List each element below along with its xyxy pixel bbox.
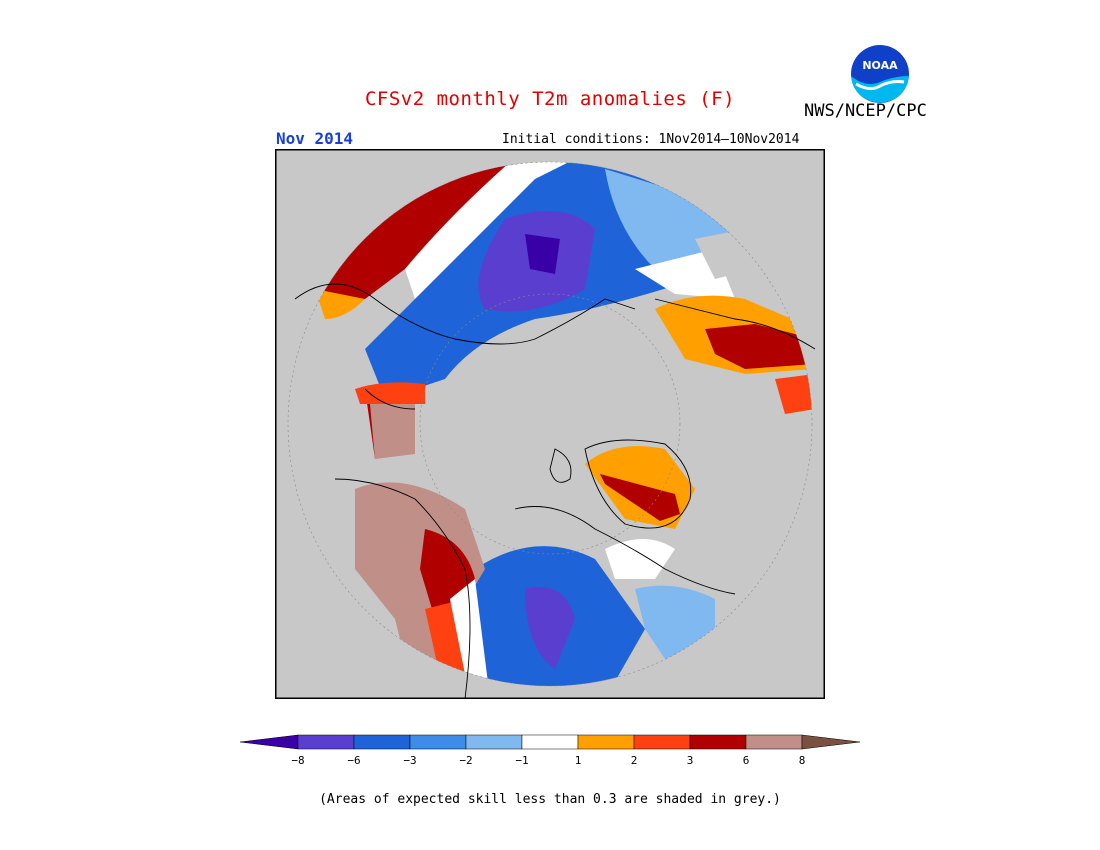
latitude-circle [287, 161, 813, 687]
legend-swatch-m6_m3 [353, 734, 411, 750]
skill-footnote: (Areas of expected skill less than 0.3 a… [319, 792, 781, 807]
legend-swatch-m3_m2 [409, 734, 467, 750]
initial-conditions: Initial conditions: 1Nov2014–10Nov2014 [502, 132, 800, 147]
anomaly-fields [315, 162, 812, 686]
coastlines [294, 283, 816, 700]
legend-swatch-m2_m1 [465, 734, 523, 750]
legend-swatch-c3_6 [689, 734, 747, 750]
legend-tick-label: −3 [403, 754, 417, 767]
legend-swatch-m1_1 [521, 734, 579, 750]
forecast-month: Nov 2014 [276, 129, 354, 148]
legend-tick-labels: −8 −6 −3 −2 −1 1 2 3 6 8 [230, 750, 870, 770]
logo-text: NOAA [862, 59, 898, 72]
legend-tick-label: 6 [742, 754, 750, 767]
legend-tick-label: −2 [459, 754, 473, 767]
legend-tick-label: −8 [291, 754, 305, 767]
color-legend [230, 728, 870, 773]
legend-tick-label: −6 [347, 754, 361, 767]
legend-swatch-m8_m6 [297, 734, 355, 750]
legend-tick-label: 3 [686, 754, 694, 767]
latitude-circle [419, 293, 681, 555]
legend-swatch-below-min [239, 734, 299, 750]
legend-tick-label: 8 [798, 754, 806, 767]
polar-map [274, 148, 826, 700]
legend-swatch-c2_3 [633, 734, 691, 750]
map-title: CFSv2 monthly T2m anomalies (F) [364, 88, 736, 110]
agency-label: NWS/NCEP/CPC [804, 101, 927, 121]
legend-tick-label: 2 [630, 754, 638, 767]
legend-tick-label: 1 [574, 754, 582, 767]
legend-swatch-above-max [801, 734, 861, 750]
noaa-logo: NOAA [848, 42, 912, 106]
map-border [274, 148, 826, 700]
legend-swatch-c6_8 [745, 734, 803, 750]
legend-swatch-c1_2 [577, 734, 635, 750]
legend-tick-label: −1 [515, 754, 529, 767]
